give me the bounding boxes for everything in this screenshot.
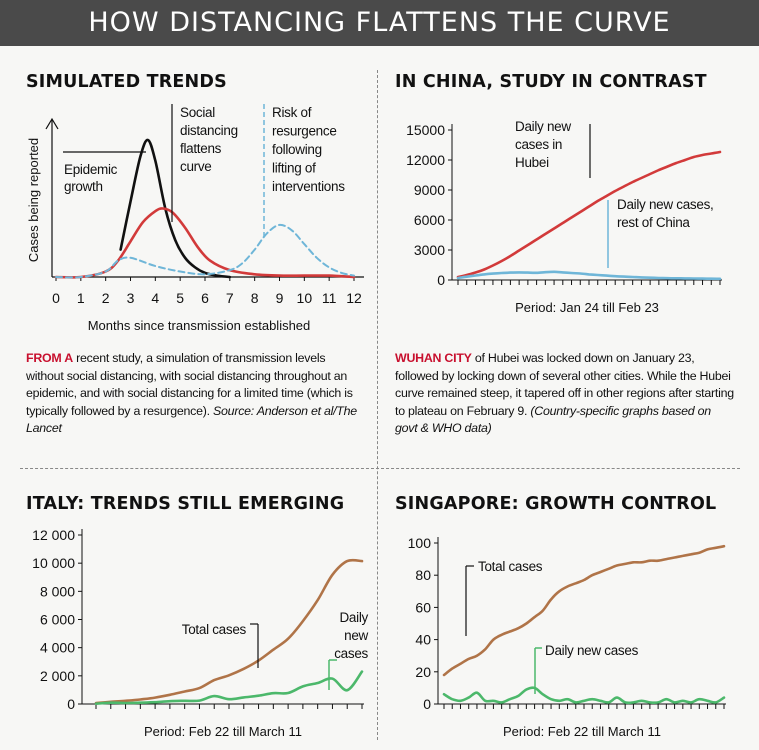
- italy-y-tick-label-1: 2 000: [40, 668, 75, 684]
- italy-daily-label-line-1: new: [344, 628, 368, 643]
- italy-y-tick-label-5: 10 000: [32, 555, 75, 571]
- sim-series-risk-of-resurgence-following-lifting-of-interventions: [55, 223, 355, 279]
- italy-daily-label-line-2: cases: [334, 646, 368, 661]
- china-rest-label-line-1: rest of China: [617, 215, 690, 230]
- sim-x-tick-label-5: 5: [176, 290, 184, 306]
- simulated-note-body: recent study, a simulation of transmissi…: [26, 351, 353, 418]
- sg-y-tick-label-2: 40: [415, 632, 431, 648]
- sim-x-tick-label-12: 12: [346, 290, 362, 306]
- italy-daily-label-line-0: Daily: [339, 610, 368, 625]
- china-note-source: (Country-specific graphs based on govt &…: [395, 403, 711, 436]
- sim-series-social-distancing-flattens-curve: [54, 207, 356, 279]
- china-hubei-label-line-1: cases in: [515, 137, 562, 152]
- sim-x-tick-label-9: 9: [276, 290, 284, 306]
- china-y-tick-label-0: 0: [437, 272, 445, 288]
- sim-risk-label-line-2: following: [272, 142, 322, 157]
- china-y-tick-label-4: 12000: [406, 152, 445, 168]
- italy-y-tick-label-4: 8 000: [40, 583, 75, 599]
- italy-y-tick-label-0: 0: [67, 696, 75, 712]
- china-note: WUHAN CITY of Hubei was locked down on J…: [395, 350, 735, 438]
- china-series-daily-new-cases-rest-of-china: [456, 270, 722, 281]
- sim-risk-label-line-1: resurgence: [272, 124, 337, 139]
- china-y-tick-label-5: 15000: [406, 122, 445, 138]
- sim-series-epidemic-growth: [119, 138, 232, 279]
- china-series-daily-new-cases-in-hubei: [456, 150, 722, 279]
- sim-x-axis-label: Months since transmission established: [88, 318, 311, 333]
- italy-series-daily-new-cases: [94, 670, 364, 705]
- china-title: IN CHINA, STUDY IN CONTRAST: [395, 72, 707, 92]
- sim-y-axis-label: Cases being reported: [26, 138, 41, 262]
- sg-daily-label-line-0: Daily new cases: [545, 643, 639, 658]
- sim-social-label-line-3: curve: [180, 159, 212, 174]
- italy-y-tick-label-3: 6 000: [40, 612, 75, 628]
- horizontal-divider: [20, 468, 740, 469]
- sim-x-tick-label-8: 8: [251, 290, 259, 306]
- italy-title: ITALY: TRENDS STILL EMERGING: [26, 494, 345, 514]
- sg-y-tick-label-0: 0: [423, 696, 431, 712]
- italy-x-axis-label: Period: Feb 22 till March 11: [144, 724, 302, 739]
- sim-x-tick-label-4: 4: [151, 290, 159, 306]
- sim-epidemic-label-line-0: Epidemic: [64, 162, 118, 177]
- sim-x-tick-label-2: 2: [102, 290, 110, 306]
- italy-y-tick-label-2: 4 000: [40, 640, 75, 656]
- sim-x-tick-label-10: 10: [297, 290, 313, 306]
- china-note-body: of Hubei was locked down on January 23, …: [395, 351, 734, 418]
- sim-social-label-line-0: Social: [180, 105, 215, 120]
- sg-x-axis-label: Period: Feb 22 till March 11: [503, 724, 661, 739]
- italy-total-label-line-0: Total cases: [182, 622, 247, 637]
- sim-x-tick-label-6: 6: [201, 290, 209, 306]
- simulated-note-lead: FROM A: [26, 351, 73, 365]
- sim-x-tick-label-1: 1: [77, 290, 85, 306]
- sg-series-daily-new-cases: [442, 686, 726, 705]
- sg-total-label-line-0: Total cases: [478, 559, 543, 574]
- vertical-divider: [377, 70, 378, 740]
- sim-risk-label-line-0: Risk of: [272, 105, 312, 120]
- simulated-note: FROM A recent study, a simulation of tra…: [26, 350, 364, 438]
- sim-risk-label-line-4: interventions: [272, 179, 345, 194]
- sim-x-tick-label-11: 11: [322, 290, 337, 306]
- china-y-tick-label-3: 9000: [414, 182, 445, 198]
- sim-social-label-line-2: flattens: [180, 141, 222, 156]
- sg-y-tick-label-4: 80: [415, 567, 431, 583]
- sg-series-total-cases: [442, 544, 726, 677]
- sim-risk-label-line-3: lifting of: [272, 161, 316, 176]
- sim-social-label-line-1: distancing: [180, 123, 238, 138]
- italy-series-total-cases: [94, 558, 364, 705]
- china-note-lead: WUHAN CITY: [395, 351, 472, 365]
- simulated-title: SIMULATED TRENDS: [26, 72, 227, 92]
- sim-y-axis-arrow: [45, 117, 59, 130]
- china-x-axis-label: Period: Jan 24 till Feb 23: [515, 300, 659, 315]
- sg-y-tick-label-3: 60: [415, 599, 431, 615]
- sim-x-tick-label-7: 7: [226, 290, 234, 306]
- sg-y-tick-label-1: 20: [415, 664, 431, 680]
- sg-y-tick-label-5: 100: [408, 535, 432, 551]
- china-y-tick-label-2: 6000: [414, 212, 445, 228]
- china-hubei-label-line-0: Daily new: [515, 119, 571, 134]
- singapore-title: SINGAPORE: GROWTH CONTROL: [395, 494, 717, 514]
- china-rest-label-line-0: Daily new cases,: [617, 197, 714, 212]
- italy-y-tick-label-6: 12 000: [32, 527, 75, 543]
- china-hubei-label-line-2: Hubei: [515, 155, 549, 170]
- sim-x-tick-label-0: 0: [52, 290, 60, 306]
- banner-title: HOW DISTANCING FLATTENS THE CURVE: [0, 0, 759, 46]
- simulated-note-source: Source: Anderson et al/The Lancet: [26, 403, 357, 436]
- china-y-tick-label-1: 3000: [414, 242, 445, 258]
- sim-x-tick-label-3: 3: [127, 290, 135, 306]
- sim-epidemic-label-line-1: growth: [64, 179, 103, 194]
